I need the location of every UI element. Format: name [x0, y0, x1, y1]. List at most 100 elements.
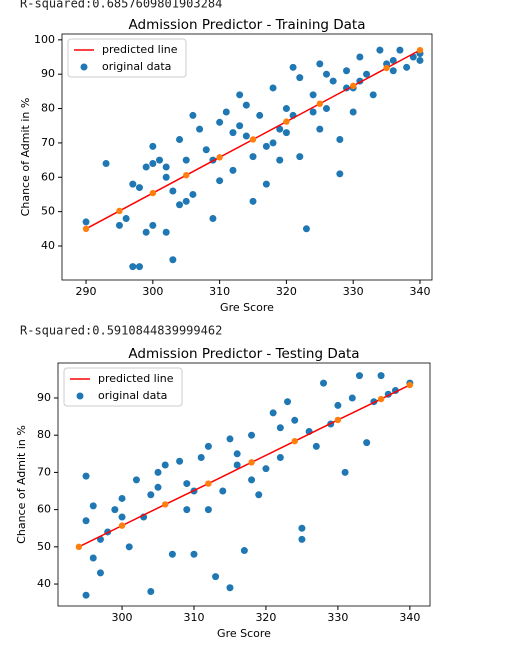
data-point: [296, 74, 304, 82]
data-point: [309, 108, 317, 116]
data-point: [269, 139, 277, 147]
data-point: [102, 160, 110, 168]
y-tick-label: 40: [41, 239, 55, 252]
legend-label: predicted line: [102, 43, 178, 56]
data-point: [309, 91, 317, 99]
data-point: [276, 454, 284, 462]
data-point: [190, 550, 198, 558]
data-point: [226, 435, 234, 443]
data-point: [262, 465, 270, 473]
y-axis-label: Chance of Admit in %: [15, 425, 28, 544]
data-point: [312, 442, 320, 450]
legend-label: original data: [102, 60, 171, 73]
predicted-point: [183, 172, 190, 179]
data-point: [296, 153, 304, 161]
predicted-line: [78, 384, 411, 548]
x-tick-label: 300: [142, 285, 163, 298]
data-point: [219, 487, 227, 495]
data-point: [125, 543, 133, 551]
data-point: [248, 431, 256, 439]
data-point: [341, 468, 349, 476]
data-point: [349, 108, 357, 116]
predicted-point: [75, 543, 83, 551]
plot-frame: [61, 33, 433, 281]
data-point: [132, 476, 140, 484]
chart: Admission Predictor - Testing Data Gre Sc…: [15, 346, 431, 640]
data-point: [189, 111, 197, 119]
data-point: [236, 91, 244, 99]
data-point: [369, 91, 377, 99]
data-point: [89, 554, 97, 562]
predicted-point: [316, 100, 323, 107]
y-axis-label: Chance of Admit in %: [19, 98, 32, 217]
data-point: [142, 163, 150, 171]
data-point: [216, 177, 224, 185]
x-tick-label: 310: [183, 611, 204, 624]
predicted-point: [349, 82, 357, 90]
predicted-point: [248, 459, 255, 466]
y-tick-label: 80: [41, 102, 55, 115]
data-point: [240, 547, 248, 555]
data-point: [82, 218, 90, 226]
predicted-point: [205, 480, 212, 487]
data-point: [356, 53, 364, 61]
data-point: [212, 573, 220, 581]
data-point: [202, 146, 210, 154]
data-point: [298, 535, 306, 543]
predicted-point: [283, 118, 290, 125]
data-point: [376, 46, 384, 54]
data-point: [276, 125, 284, 133]
y-tick-label: 50: [41, 205, 55, 218]
data-point: [111, 506, 119, 514]
data-point: [147, 587, 155, 595]
predicted-point: [377, 395, 385, 403]
data-point: [348, 394, 356, 402]
data-point: [204, 506, 212, 514]
data-point: [161, 461, 169, 469]
data-point: [189, 190, 197, 198]
data-point: [149, 221, 157, 229]
data-point: [183, 506, 191, 514]
legend-marker: [80, 63, 88, 71]
y-tick-label: 70: [37, 465, 51, 478]
x-tick-label: 300: [112, 611, 133, 624]
data-point: [229, 129, 237, 137]
data-point: [169, 187, 177, 195]
data-point: [416, 56, 424, 64]
data-point: [334, 401, 342, 409]
data-point: [162, 163, 170, 171]
data-point: [242, 132, 250, 140]
data-point: [176, 135, 184, 143]
data-point: [204, 442, 212, 450]
x-tick-label: 340: [409, 285, 430, 298]
data-point: [229, 166, 237, 174]
data-point: [298, 524, 306, 532]
x-tick-label: 320: [255, 611, 276, 624]
r-squared-text: R-squared:0.6857609801903284: [20, 0, 222, 11]
data-point: [316, 60, 324, 68]
legend-label: predicted line: [98, 372, 174, 385]
x-tick-label: 320: [276, 285, 297, 298]
data-point: [176, 457, 184, 465]
data-point: [154, 468, 162, 476]
predicted-point: [118, 522, 126, 529]
plot-frame: [57, 362, 431, 607]
predicted-point: [249, 136, 257, 143]
predicted-point: [383, 64, 390, 72]
data-point: [169, 256, 177, 264]
data-point: [282, 129, 290, 137]
data-point: [196, 125, 204, 133]
data-point: [182, 197, 190, 205]
y-tick-label: 100: [34, 33, 55, 46]
data-point: [135, 263, 143, 271]
data-point: [276, 156, 284, 164]
x-tick-label: 290: [76, 285, 97, 298]
data-point: [336, 170, 344, 178]
data-point: [82, 517, 90, 525]
data-point: [291, 416, 299, 424]
data-point: [226, 584, 234, 592]
x-tick-label: 330: [327, 611, 348, 624]
data-point: [236, 122, 244, 130]
data-point: [176, 201, 184, 209]
data-point: [355, 372, 363, 380]
